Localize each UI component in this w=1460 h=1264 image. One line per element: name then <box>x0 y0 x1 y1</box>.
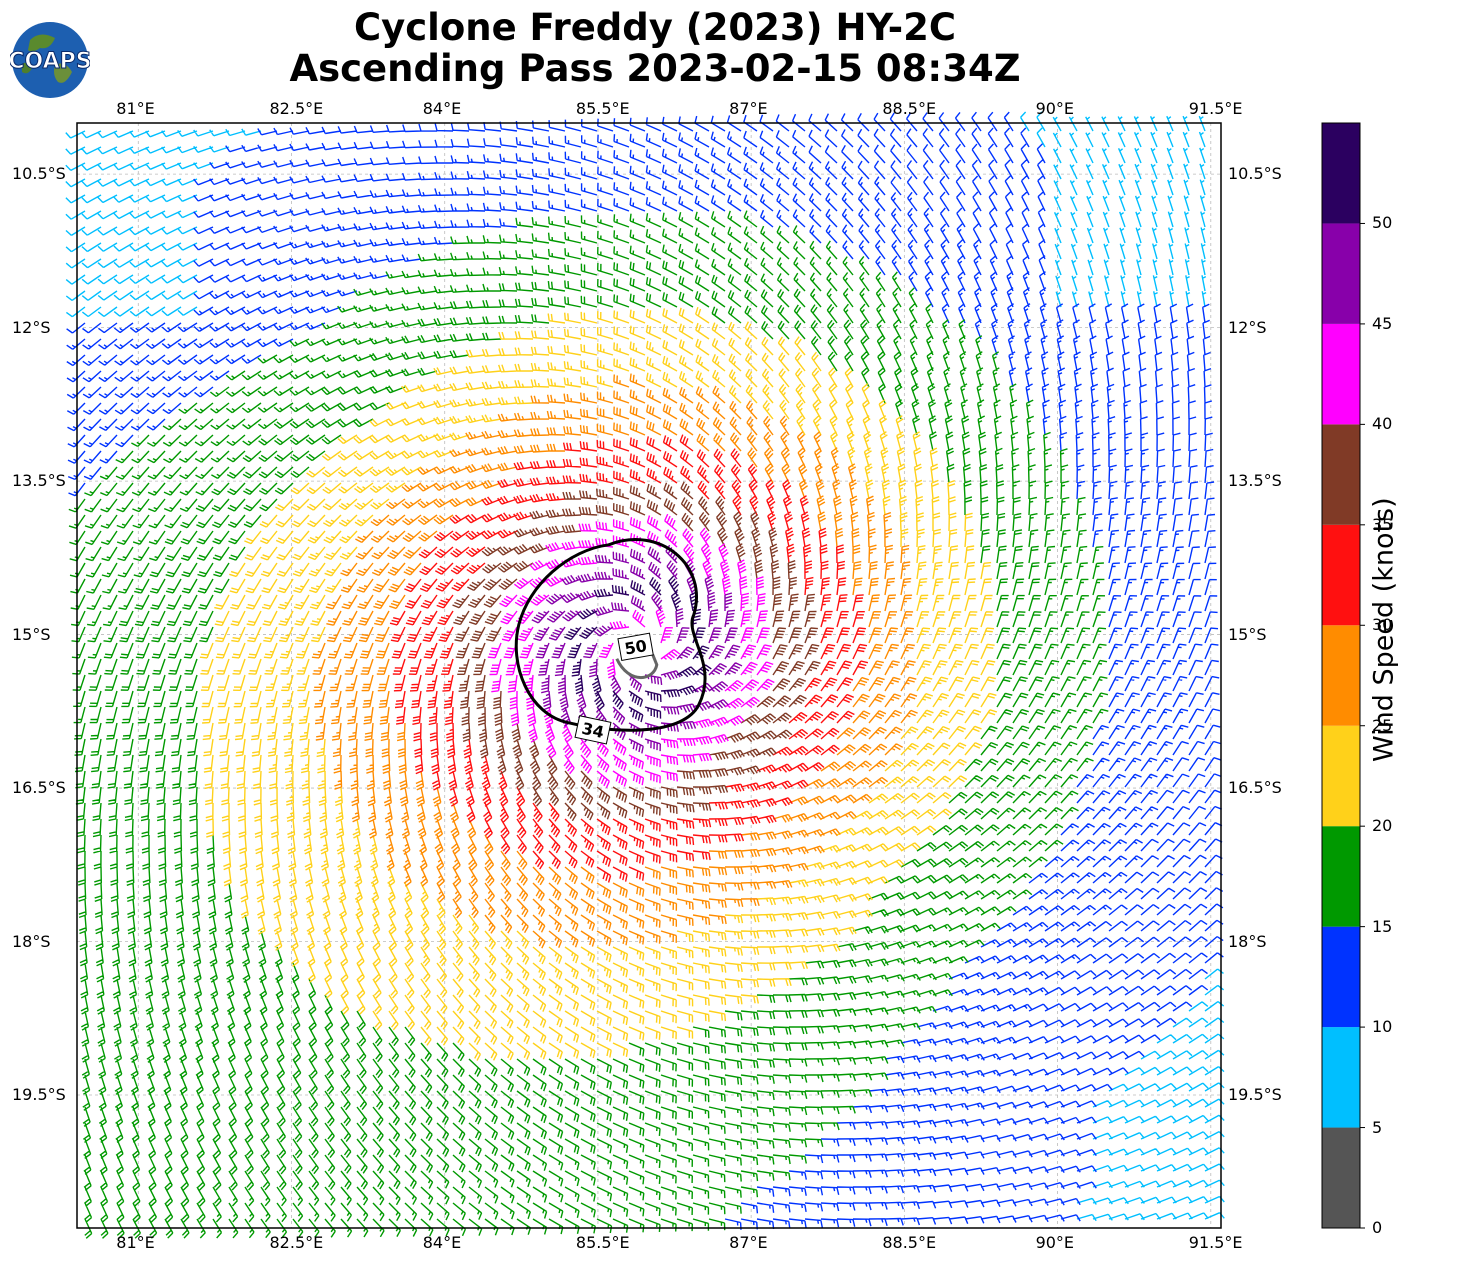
colorbar-tick-label: 0 <box>1372 1218 1383 1237</box>
wind-barb-group <box>199 306 998 1061</box>
colorbar-tick-label: 40 <box>1372 414 1393 434</box>
lon-tick-label: 82.5°E <box>269 1233 324 1252</box>
colorbar <box>1321 122 1365 1229</box>
colorbar-tick-label: 25 <box>1372 715 1393 735</box>
lon-tick-label: 88.5°E <box>882 1233 937 1252</box>
colorbar-bin <box>1322 826 1360 927</box>
colorbar-bin <box>1322 625 1360 726</box>
contour-34kt <box>514 538 707 732</box>
colorbar-tick-label: 45 <box>1372 313 1393 333</box>
lon-tick-label: 81°E <box>116 1233 155 1252</box>
contour-label: 34 <box>574 715 612 745</box>
colorbar-bin <box>1322 725 1360 827</box>
lat-tick-label: 12°S <box>1228 317 1267 337</box>
colorbar-bin <box>1322 223 1360 324</box>
colorbar-tick-label: 50 <box>1372 213 1393 233</box>
wind-barb-group <box>487 513 775 789</box>
wind-barbs <box>65 111 1225 1239</box>
wind-barb-group <box>389 434 869 883</box>
lon-tick-label: 85.5°E <box>575 99 630 118</box>
colorbar-frame <box>1321 122 1361 1229</box>
lon-tick-label: 90°E <box>1035 99 1075 118</box>
lon-tick-label: 88.5°E <box>882 99 937 118</box>
wind-barb-group <box>452 481 821 822</box>
colorbar-bin <box>1322 424 1360 525</box>
lat-tick-label: 18°S <box>1228 931 1267 951</box>
colorbar-bin <box>1322 1127 1360 1228</box>
contour-label-text: 50 <box>623 636 648 659</box>
wind-barb-group <box>68 210 1109 1239</box>
lat-tick-label: 10.5°S <box>1228 164 1282 184</box>
colorbar-bin <box>1322 1027 1360 1128</box>
lat-tick-label: 19.5°S <box>12 1084 66 1104</box>
wind-barb-group <box>65 111 1225 1222</box>
lon-tick-label: 87°E <box>729 1233 768 1252</box>
lat-tick-label: 16.5°S <box>12 778 66 798</box>
lon-tick-label: 84°E <box>422 1233 462 1252</box>
lon-tick-label: 85.5°E <box>575 1233 630 1252</box>
wind-contours: 50 34 <box>514 538 707 745</box>
lat-tick-label: 12°S <box>12 317 51 337</box>
lat-tick-label: 10.5°S <box>12 164 66 184</box>
contour-50kt <box>615 654 659 679</box>
lat-tick-label: 15°S <box>12 624 51 644</box>
lat-tick-label: 19.5°S <box>1228 1084 1282 1104</box>
lon-tick-label: 81°E <box>116 99 155 118</box>
logo-text: COAPS <box>10 49 90 74</box>
colorbar-tick-label: 15 <box>1372 916 1393 936</box>
lon-tick-label: 82.5°E <box>269 99 324 118</box>
lat-tick-label: 18°S <box>12 931 51 951</box>
lon-tick-label: 91.5°E <box>1188 99 1243 118</box>
lon-tick-label: 84°E <box>422 99 462 118</box>
colorbar-tick-label: 35 <box>1372 514 1393 534</box>
map-frame <box>76 122 1222 1229</box>
colorbar-tick-label: 10 <box>1372 1017 1393 1037</box>
chart-title-line-1: Cyclone Freddy (2023) HY-2C <box>353 6 957 49</box>
lon-tick-label: 91.5°E <box>1188 1233 1243 1252</box>
contour-label: 50 <box>617 632 654 662</box>
colorbar-tick-label: 30 <box>1372 615 1393 635</box>
lon-tick-label: 87°E <box>729 99 768 118</box>
wind-barb-group <box>311 373 918 949</box>
colorbar-tick-label: 5 <box>1372 1117 1383 1137</box>
wind-barb-group <box>66 111 1224 1230</box>
chart-title-line-2: Ascending Pass 2023-02-15 08:34Z <box>289 47 1021 90</box>
colorbar-bin <box>1322 524 1360 626</box>
lat-tick-label: 15°S <box>1228 624 1267 644</box>
lat-tick-label: 16.5°S <box>1228 778 1282 798</box>
contour-label-text: 34 <box>580 719 606 742</box>
colorbar-bin <box>1322 323 1360 425</box>
lon-tick-label: 90°E <box>1035 1233 1075 1252</box>
lat-tick-label: 13.5°S <box>12 471 66 491</box>
colorbar-bin <box>1322 123 1360 224</box>
colorbar-tick-label: 20 <box>1372 816 1393 836</box>
colorbar-bin <box>1322 926 1360 1028</box>
coaps-logo: COAPS <box>10 22 90 98</box>
colorbar-label: Wind Speed (knots) <box>1368 497 1400 762</box>
lat-tick-label: 13.5°S <box>1228 471 1282 491</box>
